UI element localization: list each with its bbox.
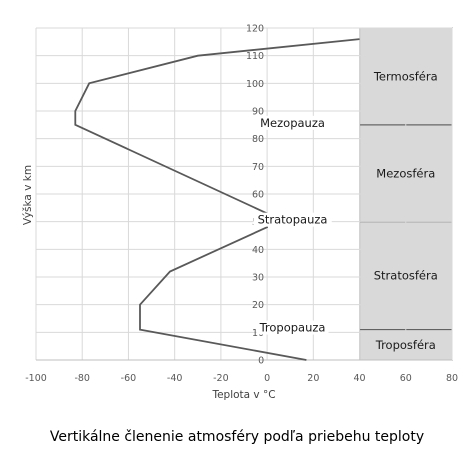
y-tick-label: 40 — [252, 245, 264, 256]
x-tick-label: 80 — [446, 373, 458, 384]
y-tick-label: 90 — [252, 107, 264, 118]
layer-label: Stratosféra — [374, 269, 438, 283]
boundary-labels: Tropopauza Stratopauza Mezopauza — [253, 115, 332, 335]
x-tick-label: 40 — [354, 373, 366, 384]
boundary-label: Stratopauza — [258, 213, 328, 227]
y-tick-labels: 0102030405060708090100110120 — [246, 24, 264, 367]
y-tick-label: 100 — [246, 79, 264, 90]
x-tick-label: 20 — [307, 373, 319, 384]
y-tick-label: 0 — [258, 356, 264, 367]
x-tick-label: 0 — [264, 373, 270, 384]
boundary-label-bg-2 — [259, 115, 326, 130]
layer-label: Mezosféra — [376, 166, 435, 180]
layer-labels: Troposféra Stratosféra Mezosféra Termosféra — [373, 69, 438, 351]
boundary-label: Tropopauza — [259, 321, 326, 335]
y-axis-title: Výška v km — [22, 165, 34, 225]
x-axis-title: Teplota v °C — [211, 389, 275, 401]
boundary-label: Mezopauza — [260, 116, 325, 130]
x-tick-label: -20 — [213, 373, 229, 384]
x-tick-label: -80 — [74, 373, 90, 384]
layer-label: Termosféra — [373, 69, 438, 83]
y-tick-label: 30 — [252, 273, 264, 284]
x-tick-label: 60 — [400, 373, 412, 384]
series-group — [74, 38, 360, 361]
temperature-profile-line-0 — [74, 38, 360, 361]
figure-caption: Vertikálne členenie atmosféry podľa prie… — [50, 429, 424, 445]
y-tick-label: 120 — [246, 24, 264, 35]
grid-lines — [35, 27, 453, 361]
y-tick-label: 110 — [246, 51, 264, 62]
boundary-label-bg-0 — [256, 320, 329, 335]
boundary-label-bg-1 — [253, 212, 332, 227]
y-tick-label: 60 — [252, 190, 264, 201]
x-tick-label: -100 — [25, 373, 47, 384]
layer-label: Troposféra — [375, 338, 436, 352]
x-tick-label: -40 — [167, 373, 183, 384]
y-tick-label: 20 — [252, 300, 264, 311]
x-tick-label: -60 — [121, 373, 137, 384]
x-tick-labels: -100 -80 -60 -40 -20 0 20 40 60 80 — [25, 373, 458, 384]
y-tick-label: 70 — [252, 162, 264, 173]
y-tick-label: 80 — [252, 134, 264, 145]
